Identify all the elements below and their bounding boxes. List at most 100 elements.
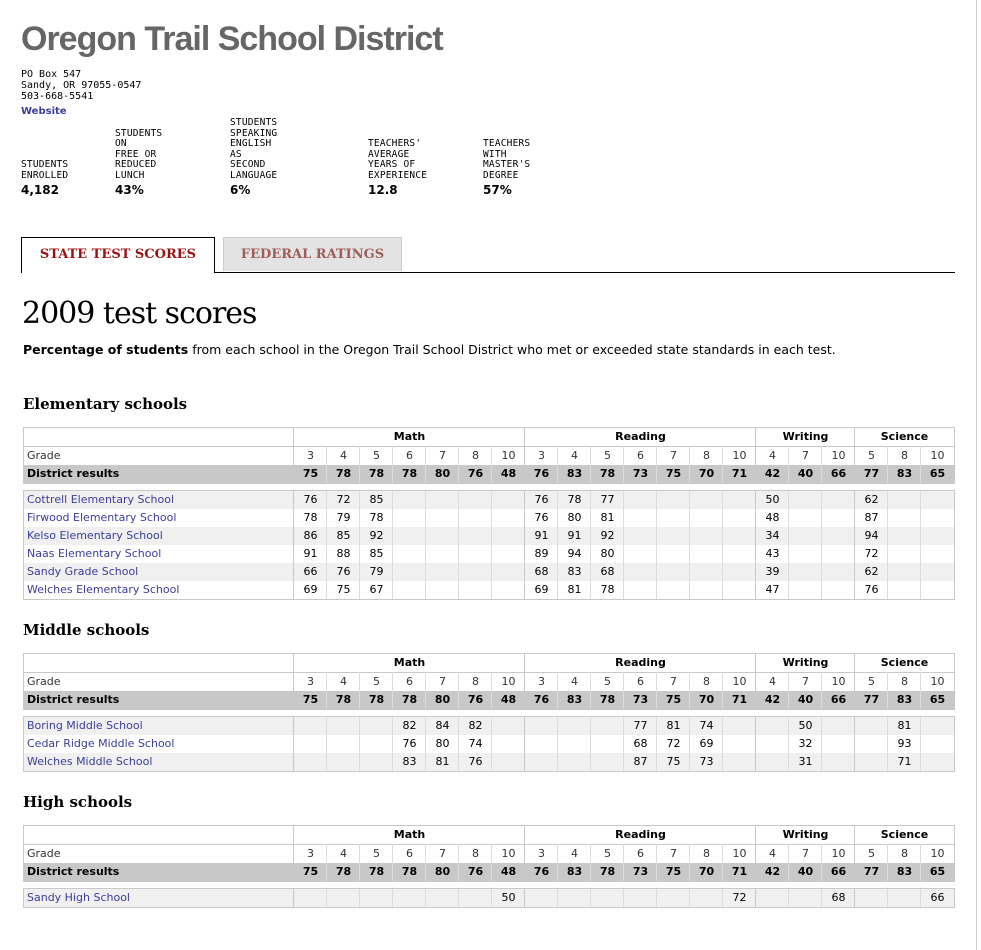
school-score: 74 <box>699 719 714 732</box>
stat-label-line: MASTER'S <box>483 159 531 170</box>
grade-number: 4 <box>571 847 578 860</box>
district-score: 75 <box>665 865 682 878</box>
district-score: 78 <box>599 467 616 480</box>
tab-federal-ratings[interactable]: FEDERAL RATINGS <box>223 237 402 271</box>
school-score: 75 <box>666 755 681 768</box>
school-score <box>888 581 921 599</box>
school-name-cell: Welches Elementary School <box>24 581 294 599</box>
column-divider <box>887 672 888 709</box>
district-score: 75 <box>665 467 682 480</box>
column-divider <box>557 889 558 907</box>
grade-number: 5 <box>604 847 611 860</box>
school-link[interactable]: Kelso Elementary School <box>27 529 163 542</box>
tab-state-test-scores[interactable]: STATE TEST SCORES <box>21 237 215 273</box>
subject-divider <box>524 717 525 771</box>
grade-number: 10 <box>732 675 747 688</box>
school-row: Cedar Ridge Middle School 76 80 74 68 72 69 32 9… <box>24 735 954 753</box>
school-link[interactable]: Firwood Elementary School <box>27 511 177 524</box>
school-score <box>360 717 393 735</box>
school-score: 48 <box>765 511 780 524</box>
district-score: 78 <box>599 865 616 878</box>
grade-label: Grade <box>27 675 61 688</box>
school-score: 68 <box>534 565 549 578</box>
school-score <box>492 527 525 545</box>
grade-number: 4 <box>340 449 347 462</box>
subject-divider <box>755 717 756 771</box>
stat-label-line: AVERAGE <box>368 148 410 160</box>
column-divider <box>359 844 360 881</box>
school-score: 50 <box>798 719 813 732</box>
column-divider <box>491 717 492 771</box>
grade-number: 8 <box>901 675 908 688</box>
stat-label: TEACHERS WITH MASTER'S DEGREE <box>483 138 531 181</box>
grade-number: 3 <box>538 449 545 462</box>
column-divider <box>887 844 888 881</box>
subject-divider <box>524 826 525 881</box>
grade-number: 8 <box>703 675 710 688</box>
school-score <box>888 889 921 907</box>
school-score <box>624 491 657 509</box>
district-score: 83 <box>566 693 583 706</box>
school-score: 76 <box>402 737 417 750</box>
column-divider <box>458 672 459 709</box>
district-score: 80 <box>434 693 451 706</box>
school-score: 69 <box>534 583 549 596</box>
district-score: 65 <box>929 865 946 878</box>
grade-header-row: Grade 3 4 5 6 7 8 10 3 4 5 6 7 8 10 4 7 10 5 8 10 <box>24 844 954 863</box>
school-score <box>657 581 690 599</box>
school-link[interactable]: Naas Elementary School <box>27 547 162 560</box>
school-score <box>492 545 525 563</box>
school-score <box>822 527 855 545</box>
school-score <box>657 527 690 545</box>
school-score: 68 <box>600 565 615 578</box>
school-score: 66 <box>930 891 945 904</box>
district-score: 65 <box>929 693 946 706</box>
column-divider <box>920 844 921 881</box>
subject-header: Writing <box>782 430 829 443</box>
school-score: 81 <box>600 511 615 524</box>
district-score: 78 <box>401 865 418 878</box>
tab-bar: STATE TEST SCORES FEDERAL RATINGS <box>21 237 955 273</box>
district-score: 76 <box>467 693 484 706</box>
column-divider <box>359 672 360 709</box>
school-link[interactable]: Cottrell Elementary School <box>27 493 175 506</box>
school-score: 76 <box>534 511 549 524</box>
school-row: Welches Middle School 83 81 76 87 75 73 31 71 <box>24 753 954 771</box>
subject-header: Math <box>393 656 426 669</box>
school-link[interactable]: Cedar Ridge Middle School <box>27 737 175 750</box>
school-score <box>690 889 723 907</box>
school-link[interactable]: Boring Middle School <box>27 719 143 732</box>
school-score <box>789 491 822 509</box>
subject-divider <box>854 717 855 771</box>
district-score: 73 <box>632 865 649 878</box>
school-score <box>492 581 525 599</box>
school-score <box>426 581 459 599</box>
school-score: 84 <box>435 719 450 732</box>
phone-number: 503-668-5541 <box>21 91 94 102</box>
school-score <box>822 545 855 563</box>
school-score <box>459 563 492 581</box>
district-score: 80 <box>434 865 451 878</box>
school-score <box>327 735 360 753</box>
school-score <box>459 527 492 545</box>
school-link[interactable]: Sandy High School <box>27 891 130 904</box>
district-score: 70 <box>698 693 715 706</box>
school-score <box>492 735 525 753</box>
school-score: 87 <box>864 511 879 524</box>
school-score: 43 <box>765 547 780 560</box>
school-link[interactable]: Sandy Grade School <box>27 565 139 578</box>
district-score: 66 <box>830 865 847 878</box>
school-link[interactable]: Welches Middle School <box>27 755 153 768</box>
website-link[interactable]: Website <box>21 106 67 117</box>
school-score <box>459 545 492 563</box>
column-divider <box>458 889 459 907</box>
school-score: 85 <box>369 547 384 560</box>
school-score <box>294 735 327 753</box>
school-score: 71 <box>897 755 912 768</box>
grade-header-row: Grade 3 4 5 6 7 8 10 3 4 5 6 7 8 10 4 7 10 5 8 10 <box>24 672 954 691</box>
school-score: 69 <box>699 737 714 750</box>
column-divider <box>920 889 921 907</box>
school-score: 83 <box>402 755 417 768</box>
school-link[interactable]: Welches Elementary School <box>27 583 180 596</box>
school-score <box>426 509 459 527</box>
